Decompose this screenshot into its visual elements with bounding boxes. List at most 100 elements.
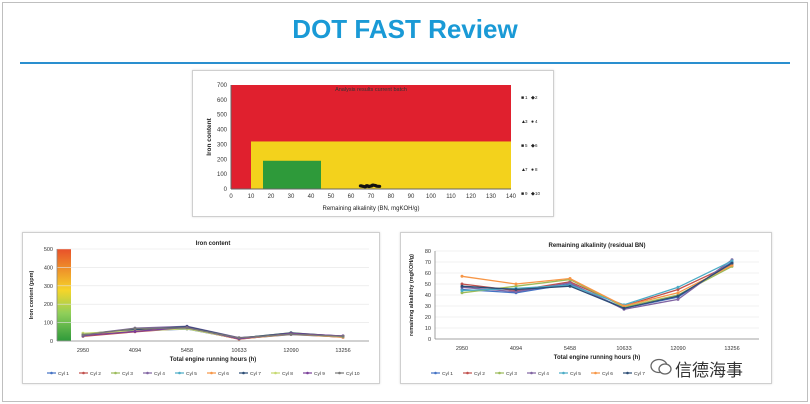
legend-marker: ■: [521, 95, 524, 101]
chart-title: Analysis results current batch: [335, 87, 407, 93]
series-point: [676, 291, 680, 295]
series-point: [730, 263, 734, 267]
legend-marker: [594, 371, 597, 375]
watermark-text: 信德海事: [675, 361, 743, 381]
series-point: [622, 304, 626, 308]
data-point: [376, 184, 382, 188]
y-tick-label: 200: [217, 157, 228, 163]
legend-label: Cyl 1: [442, 371, 453, 377]
y-tick-label: 700: [217, 83, 228, 89]
series-point: [460, 284, 464, 288]
y-axis-label: Iron content: [206, 117, 213, 155]
legend-label: Cyl 1: [58, 371, 69, 377]
legend-marker: ●: [531, 167, 534, 173]
legend-marker: [82, 371, 85, 375]
series-point: [514, 282, 518, 286]
series-point: [133, 326, 137, 330]
y-tick-label: 30: [425, 304, 431, 310]
y-tick-label: 100: [217, 172, 228, 178]
series-line: [461, 262, 733, 309]
series-point: [676, 294, 680, 298]
legend-marker: ◆: [531, 95, 535, 101]
y-tick-label: 50: [425, 282, 431, 288]
x-tick-label: 10633: [616, 346, 631, 352]
chart-remaining-alkalinity: 0 10 20 30 40 50 60 70 80 2950 4094 5458 10633 12090 1…: [409, 243, 759, 377]
title-divider: [20, 62, 790, 64]
legend-label: Cyl 8: [282, 371, 293, 377]
legend-marker: [242, 371, 245, 375]
legend-marker: [50, 371, 53, 375]
y-axis-label: remaining alkalinity (mgKOH/g): [409, 254, 415, 336]
y-tick-label: 0: [428, 337, 431, 343]
x-tick-label: 80: [388, 194, 395, 200]
legend-marker: [178, 371, 181, 375]
series-line: [461, 263, 733, 307]
page-title: DOT FAST Review: [292, 14, 518, 44]
legend-label: Cyl 3: [506, 371, 517, 377]
series-point: [676, 297, 680, 301]
legend-marker: ●: [531, 119, 534, 125]
series-point: [460, 289, 464, 293]
series-point: [289, 332, 293, 336]
series-point: [514, 284, 518, 288]
legend-marker: [114, 371, 117, 375]
x-tick-label: 5458: [564, 346, 576, 352]
y-tick-label: 80: [425, 249, 431, 255]
legend-label: 6: [535, 143, 538, 148]
series-line: [461, 261, 733, 309]
series-point: [185, 326, 189, 330]
x-tick-label: 90: [408, 194, 415, 200]
series-line: [461, 264, 733, 307]
y-tick-label: 200: [44, 302, 53, 308]
chart-panel-alkalinity-vs-iron: 0 10 20 30 40 50 60 70 80 90 100 110 120 130 140 0 100 20…: [192, 70, 554, 217]
legend-label: 7: [525, 167, 528, 172]
x-tick-label: 0: [229, 194, 233, 200]
y-tick-label: 0: [224, 187, 228, 193]
series-line: [82, 327, 344, 339]
series-point: [568, 284, 572, 288]
x-tick-label: 4094: [510, 346, 522, 352]
legend-label: 3: [525, 119, 528, 124]
x-axis-label: Remaining alkalinity (BN, mgKOH/g): [322, 206, 419, 212]
x-tick-label: 13256: [724, 346, 739, 352]
legend-label: Cyl 9: [314, 371, 325, 377]
series-line: [461, 265, 733, 308]
chart-title: Remaining alkalinity (residual BN): [548, 243, 645, 249]
y-tick-label: 60: [425, 271, 431, 277]
iron-scale-band: [57, 249, 71, 341]
x-tick-label: 5458: [181, 348, 193, 354]
y-tick-label: 0: [50, 339, 53, 345]
legend-label: Cyl 7: [634, 371, 645, 377]
x-tick-label: 60: [348, 194, 355, 200]
legend-marker: [530, 371, 533, 375]
legend-marker: ■: [521, 191, 524, 197]
y-tick-label: 40: [425, 293, 431, 299]
series-point: [730, 261, 734, 265]
legend-label: Cyl 5: [186, 371, 197, 377]
x-tick-label: 30: [288, 194, 295, 200]
legend-label: 9: [525, 191, 528, 196]
legend-label: Cyl 3: [122, 371, 133, 377]
series-point: [568, 281, 572, 285]
x-tick-label: 140: [506, 194, 517, 200]
series-point: [237, 336, 241, 340]
series-point: [133, 329, 137, 333]
series-point: [460, 274, 464, 278]
legend-label: 10: [535, 191, 541, 196]
y-tick-label: 20: [425, 315, 431, 321]
legend-marker: [626, 371, 629, 375]
legend-marker: ■: [521, 143, 524, 149]
x-tick-label: 12090: [283, 348, 298, 354]
y-tick-label: 100: [44, 321, 53, 327]
legend-marker: [466, 371, 469, 375]
legend-marker: [562, 371, 565, 375]
legend-label: Cyl 7: [250, 371, 261, 377]
x-tick-label: 12090: [670, 346, 685, 352]
x-tick-label: 50: [328, 194, 335, 200]
series-point: [676, 288, 680, 291]
x-tick-label: 2950: [77, 348, 89, 354]
y-tick-label: 600: [217, 98, 228, 104]
x-axis-label: Total engine running hours (h): [554, 355, 641, 361]
y-tick-label: 500: [217, 113, 228, 119]
chart-alkalinity-vs-iron: 0 10 20 30 40 50 60 70 80 90 100 110 120 130 140010020…: [206, 83, 541, 212]
